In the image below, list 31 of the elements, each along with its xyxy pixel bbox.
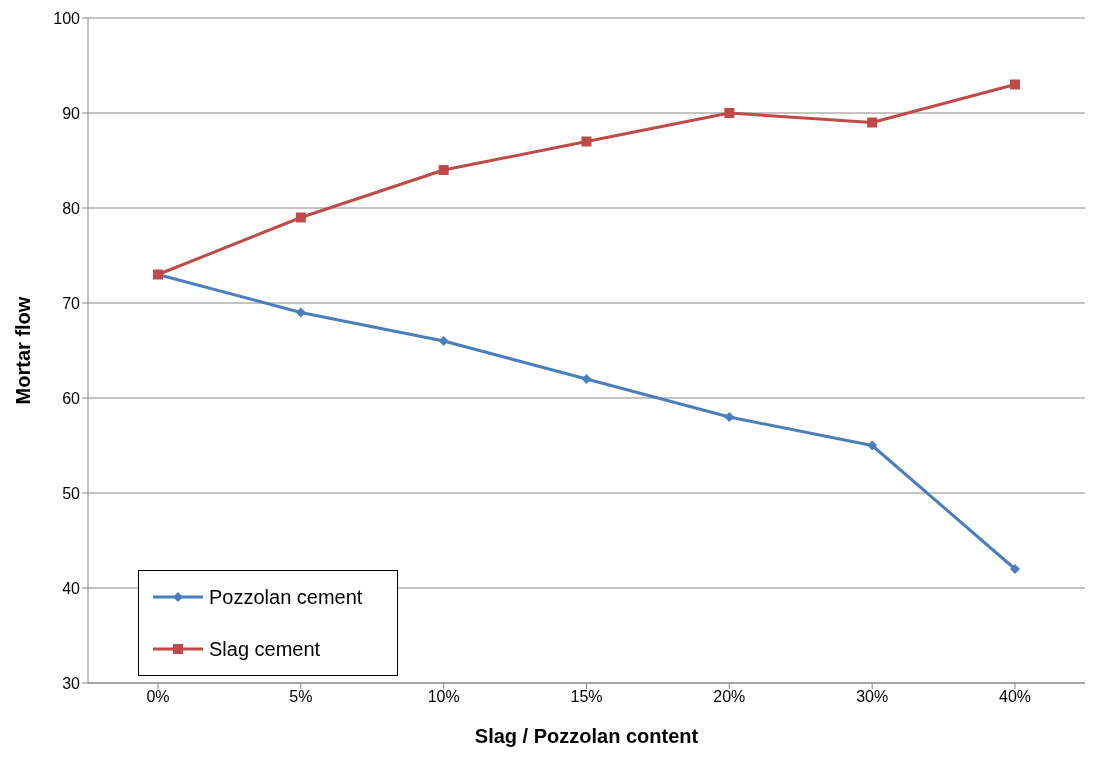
y-tick-label: 50: [62, 484, 81, 502]
y-tick-label: 100: [53, 9, 81, 27]
x-axis-title: Slag / Pozzolan content: [474, 725, 699, 747]
y-tick-label: 60: [62, 389, 81, 407]
point: [581, 136, 592, 147]
point: [581, 374, 592, 384]
y-tick-label: 90: [62, 104, 81, 122]
y-tick-label: 80: [62, 199, 81, 217]
point: [438, 165, 449, 175]
x-tick-label: 10%: [427, 688, 460, 706]
x-tick-label: 20%: [713, 688, 746, 706]
point: [867, 117, 878, 128]
point: [295, 307, 306, 318]
legend-label: Pozzolan cement: [209, 585, 363, 609]
x-tick-label: 30%: [856, 688, 889, 706]
x-tick-label: 0%: [146, 688, 170, 706]
x-tick-label: 40%: [998, 688, 1032, 706]
point: [724, 412, 735, 422]
y-tick-label: 70: [62, 294, 81, 312]
y-tick-label: 40: [62, 579, 81, 597]
y-tick-label: 30: [62, 674, 81, 692]
x-tick-label: 5%: [289, 688, 313, 706]
point: [438, 336, 449, 346]
point: [1010, 79, 1020, 90]
point: [867, 440, 878, 451]
x-tick-label: 15%: [570, 688, 603, 706]
point: [724, 108, 735, 118]
point: [1010, 564, 1020, 574]
point: [295, 212, 306, 223]
y-axis-title: Mortar flow: [12, 296, 35, 405]
legend-label: Slag cement: [209, 637, 321, 661]
